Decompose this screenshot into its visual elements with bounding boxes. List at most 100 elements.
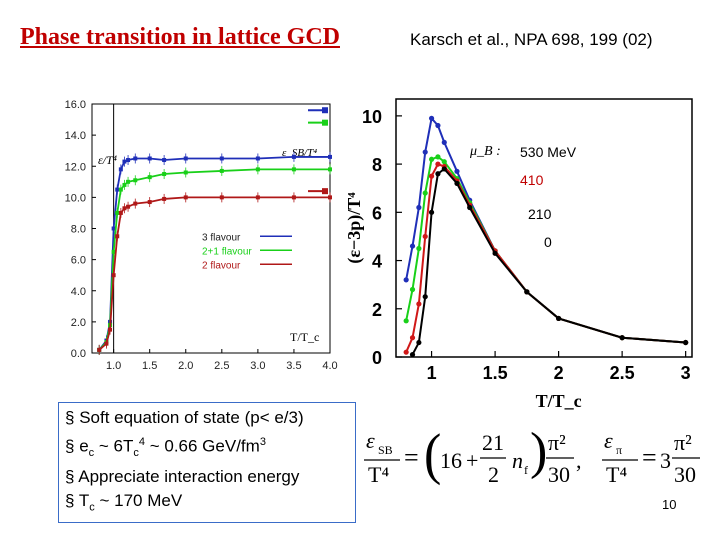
series-line: [98, 168, 330, 351]
x-tick-label: 2: [554, 363, 564, 383]
x-axis-label: T/T_c: [290, 330, 319, 344]
formula-nf: n: [512, 448, 523, 473]
slide-title: Phase transition in lattice GCD: [20, 24, 340, 50]
data-point: [416, 245, 422, 252]
data-point: [435, 122, 441, 129]
formula-30: 30: [548, 462, 570, 487]
plot-frame: [91, 103, 331, 354]
formula-lhs1-sub: SB: [378, 443, 393, 457]
data-point: [409, 286, 416, 293]
formula-nf-sub: f: [524, 463, 528, 477]
legend-title: μ_B :: [469, 144, 501, 159]
data-point: [492, 250, 498, 256]
formula-3: 3: [660, 448, 671, 473]
data-point: [556, 315, 562, 322]
data-point: [422, 233, 428, 240]
x-axis-label: T/T_c: [536, 391, 582, 411]
y-tick-label: 4: [372, 252, 382, 272]
x-tick-label: 1.0: [106, 360, 121, 372]
data-point: [428, 173, 435, 179]
bullet-item: § Appreciate interaction energy: [65, 467, 300, 487]
formula-den2: T⁴: [606, 462, 627, 487]
y-tick-label: 14.0: [65, 130, 86, 142]
bullet-list: § Soft equation of state (p< e/3) § ec ~…: [58, 402, 356, 524]
formula-lhs1: ε: [366, 428, 375, 453]
legend-label: 0: [544, 234, 552, 250]
data-point: [403, 318, 409, 324]
data-point: [428, 209, 435, 215]
y-tick-label: 8.0: [71, 224, 86, 236]
formula-30b: 30: [674, 462, 696, 487]
y-tick-label: 12.0: [65, 161, 86, 173]
data-point: [422, 294, 428, 300]
data-point: [422, 190, 428, 196]
y-tick-label: 2.0: [71, 317, 86, 329]
data-point: [416, 301, 422, 307]
x-tick-label: 3.0: [250, 360, 265, 372]
stefan-boltzmann-formula: ε SB T⁴ = ( 16 + 21 2 n f ) π² 30 , ε π …: [364, 422, 700, 487]
y-tick-label: 8: [372, 155, 382, 175]
data-point: [428, 115, 435, 121]
data-point: [409, 243, 416, 249]
legend-label: 530 MeV: [520, 144, 577, 160]
data-point: [441, 166, 447, 172]
x-tick-label: 2.0: [178, 360, 193, 372]
interaction-measure-chart: 0 2 4 6 8 10 1 1.5 2 2.5 3 (ε−3p)/T⁴ T/T_c μ_B : 530 M…: [344, 98, 693, 411]
formula-frac-num: 21: [482, 430, 504, 455]
bullet-item: § Soft equation of state (p< e/3): [65, 408, 304, 427]
data-point: [454, 180, 460, 186]
formula-pi2: π²: [548, 430, 566, 455]
page-number: 10: [662, 497, 677, 512]
legend-label: 3 flavour: [202, 232, 241, 243]
plot-frame: [395, 98, 693, 358]
formula-frac-den: 2: [488, 462, 499, 487]
data-point: [416, 204, 422, 211]
data-point: [435, 171, 441, 177]
x-tick-label: 1: [427, 363, 437, 383]
sb-limit-marker: [322, 107, 328, 114]
data-point: [619, 335, 625, 341]
data-point: [409, 335, 416, 341]
data-point: [454, 168, 460, 174]
data-point: [422, 149, 428, 155]
formula-pi2b: π²: [674, 430, 692, 455]
formula-16: 16: [440, 448, 462, 473]
reference-citation: Karsch et al., NPA 698, 199 (02): [410, 30, 653, 49]
series-line: [98, 196, 330, 351]
y-tick-label: 16.0: [65, 99, 86, 111]
legend-label: 410: [520, 172, 544, 188]
data-point: [416, 339, 422, 346]
x-tick-label: 1.5: [142, 360, 157, 372]
y-tick-label: 0: [372, 348, 382, 368]
x-tick-label: 1.5: [483, 363, 508, 383]
data-point: [428, 156, 435, 162]
formula-den1: T⁴: [368, 462, 389, 487]
legend-label: 210: [528, 206, 552, 222]
y-tick-label: 10.0: [65, 192, 86, 204]
y-tick-label: 10: [362, 107, 382, 127]
y-tick-label: 2: [372, 300, 382, 320]
bullet-item: § ec ~ 6Tc4 ~ 0.66 GeV/fm3: [65, 436, 266, 460]
y-tick-label: 0.0: [71, 348, 86, 360]
sb-limit-marker: [322, 119, 328, 126]
data-point: [409, 351, 416, 358]
data-point: [435, 161, 441, 167]
data-point: [435, 154, 441, 160]
svg-text:=: =: [404, 443, 419, 472]
data-point: [403, 277, 409, 283]
formula-plus: +: [466, 448, 478, 473]
x-tick-label: 3: [681, 363, 691, 383]
y-tick-label: 6.0: [71, 255, 86, 267]
svg-text:(: (: [424, 422, 441, 486]
y-axis-label: ε/T⁴: [98, 153, 117, 167]
x-tick-label: 4.0: [322, 360, 337, 372]
y-tick-label: 4.0: [71, 286, 86, 298]
svg-text:,: ,: [576, 448, 582, 473]
legend-label: 2+1 flavour: [202, 246, 252, 257]
data-point: [441, 159, 447, 165]
data-point: [467, 204, 473, 211]
sb-annotation: ε_SB/T⁴: [282, 147, 317, 159]
data-point: [441, 139, 447, 146]
svg-text:=: =: [642, 443, 657, 472]
x-tick-label: 2.5: [610, 363, 635, 383]
